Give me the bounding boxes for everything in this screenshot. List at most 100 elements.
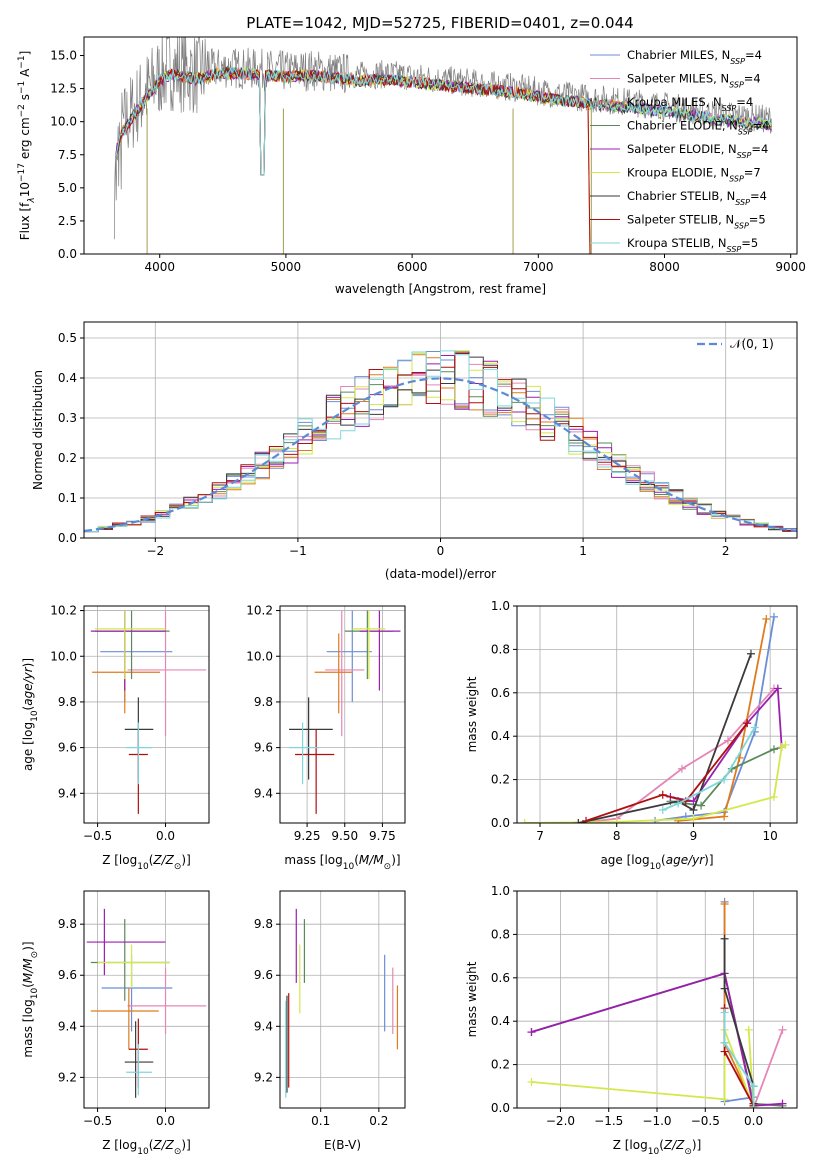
weight-marker bbox=[723, 736, 732, 745]
y-tick-label: 15.0 bbox=[50, 49, 77, 63]
y-tick-label: 9.8 bbox=[254, 917, 273, 931]
weight-line bbox=[670, 686, 783, 803]
x-axis-label: (data-model)/error bbox=[385, 567, 496, 581]
x-tick-label: −0.5 bbox=[83, 1114, 112, 1128]
y-tick-label: 9.4 bbox=[254, 786, 273, 800]
y-tick-label: 1.0 bbox=[491, 884, 510, 898]
x-tick-label: 5000 bbox=[271, 260, 302, 274]
mass-vs-metallicity-panel: −0.5 0.0 9.2 9.4 9.6 9.8 Z [log10(Z/Z⊙)] mass [… bbox=[21, 890, 210, 1157]
x-tick-label: 0.0 bbox=[156, 829, 175, 843]
weight-line bbox=[662, 727, 756, 811]
x-tick-label: 10 bbox=[763, 829, 778, 843]
x-tick-label: 8 bbox=[613, 829, 621, 843]
y-tick-label: 1.0 bbox=[491, 599, 510, 613]
weight-line bbox=[723, 1012, 755, 1108]
y-tick-label: 0.3 bbox=[58, 411, 77, 425]
plot-area bbox=[113, 37, 773, 254]
plot-area bbox=[289, 610, 401, 814]
x-axis-label: Z [log10(Z/Z⊙)] bbox=[613, 1138, 702, 1157]
weight-marker bbox=[674, 799, 683, 808]
weight-marker bbox=[769, 745, 778, 754]
y-tick-label: 9.8 bbox=[254, 695, 273, 709]
legend-label: Kroupa STELIB, NSSP=5 bbox=[627, 236, 758, 254]
x-tick-label: 2 bbox=[722, 544, 730, 558]
weight-marker bbox=[674, 816, 683, 823]
weight-marker bbox=[677, 764, 686, 773]
y-tick-label: 10.0 bbox=[50, 649, 77, 663]
legend-label: Salpeter ELODIE, NSSP=4 bbox=[627, 142, 768, 160]
x-tick-label: 9 bbox=[690, 829, 698, 843]
weight-vs-metallicity-panel: −2.0 −1.5 −1.0 −0.5 0.0 0.0 0.2 0.4 0.6 0.8 1.0 Z [… bbox=[465, 884, 798, 1157]
y-tick-label: 9.4 bbox=[254, 1019, 273, 1033]
spectrum-panel: 4000 5000 6000 7000 8000 9000 0.0 2.5 5.0 7.5 10.0… bbox=[17, 36, 806, 296]
y-tick-label: 0.2 bbox=[491, 773, 510, 787]
residuals-panel: −2 −1 0 1 2 0.0 0.1 0.2 0.3 0.4 0.5 𝒩(0, 1) (data-mo… bbox=[31, 321, 798, 581]
weight-marker bbox=[744, 1025, 753, 1034]
observed-spectrum bbox=[113, 37, 773, 240]
x-axis-label: E(B-V) bbox=[324, 1138, 361, 1152]
weight-marker bbox=[720, 1008, 729, 1017]
plot-area bbox=[527, 897, 787, 1108]
weight-marker bbox=[769, 612, 778, 621]
weight-marker bbox=[697, 801, 706, 810]
x-tick-label: 4000 bbox=[144, 260, 175, 274]
legend-label: 𝒩(0, 1) bbox=[730, 337, 774, 351]
x-tick-label: 7 bbox=[536, 829, 544, 843]
weight-marker bbox=[720, 984, 729, 993]
x-tick-label: 9000 bbox=[775, 260, 806, 274]
y-tick-label: 9.2 bbox=[58, 1070, 77, 1084]
axes-frame bbox=[83, 36, 798, 255]
weight-marker bbox=[612, 817, 621, 823]
y-axis-label: mass weight bbox=[465, 676, 479, 752]
weight-line bbox=[531, 1029, 755, 1108]
plot-area bbox=[520, 612, 790, 823]
y-tick-label: 9.8 bbox=[58, 695, 77, 709]
y-tick-label: 0.4 bbox=[491, 729, 510, 743]
y-tick-label: 2.5 bbox=[58, 214, 77, 228]
axes-frame bbox=[516, 890, 798, 1109]
plot-area bbox=[285, 908, 399, 1098]
axes-frame bbox=[279, 605, 406, 824]
weight-marker bbox=[527, 1077, 536, 1086]
y-axis-label: age [log10(age/yr)] bbox=[21, 658, 40, 771]
legend-label: Chabrier STELIB, NSSP=4 bbox=[627, 189, 767, 207]
y-tick-label: 0.4 bbox=[58, 371, 77, 385]
weight-marker bbox=[769, 792, 778, 801]
weight-marker bbox=[582, 816, 591, 823]
x-tick-label: −2 bbox=[146, 544, 164, 558]
weight-vs-age-panel: 7 8 9 10 0.0 0.2 0.4 0.6 0.8 1.0 age [log10(age/yr… bbox=[465, 599, 798, 872]
weight-marker bbox=[749, 1104, 758, 1108]
figure-title: PLATE=1042, MJD=52725, FIBERID=0401, z=0… bbox=[246, 14, 633, 32]
legend-label: Salpeter STELIB, NSSP=5 bbox=[627, 213, 766, 231]
weight-marker bbox=[750, 723, 759, 732]
y-tick-label: 10.2 bbox=[50, 604, 77, 618]
y-tick-label: 0.0 bbox=[58, 531, 77, 545]
weight-marker bbox=[720, 1095, 729, 1104]
weight-marker bbox=[720, 775, 729, 784]
x-axis-label: Z [log10(Z/Z⊙)] bbox=[102, 853, 191, 872]
legend-label: Salpeter MILES, NSSP=4 bbox=[627, 72, 761, 90]
x-tick-label: 0.2 bbox=[369, 1114, 388, 1128]
x-tick-label: −2.0 bbox=[546, 1114, 575, 1128]
y-tick-label: 0.4 bbox=[491, 1014, 510, 1028]
x-tick-label: −1 bbox=[289, 544, 307, 558]
x-tick-label: 8000 bbox=[649, 260, 680, 274]
weight-marker bbox=[689, 814, 698, 823]
y-tick-label: 10.2 bbox=[246, 604, 273, 618]
x-tick-label: 9.75 bbox=[369, 829, 396, 843]
x-tick-label: 0.0 bbox=[744, 1114, 763, 1128]
y-tick-label: 0.6 bbox=[491, 686, 510, 700]
y-tick-label: 0.0 bbox=[491, 1101, 510, 1115]
y-tick-label: 0.8 bbox=[491, 927, 510, 941]
x-tick-label: −1.0 bbox=[642, 1114, 671, 1128]
weight-marker bbox=[781, 740, 790, 749]
weight-marker bbox=[778, 1099, 787, 1108]
weight-marker bbox=[574, 819, 583, 823]
x-tick-label: 7000 bbox=[523, 260, 554, 274]
y-tick-label: 9.2 bbox=[254, 1070, 273, 1084]
y-tick-label: 0.0 bbox=[58, 247, 77, 261]
y-tick-label: 0.8 bbox=[491, 642, 510, 656]
weight-marker bbox=[746, 649, 755, 658]
model-spectrum bbox=[115, 66, 772, 176]
